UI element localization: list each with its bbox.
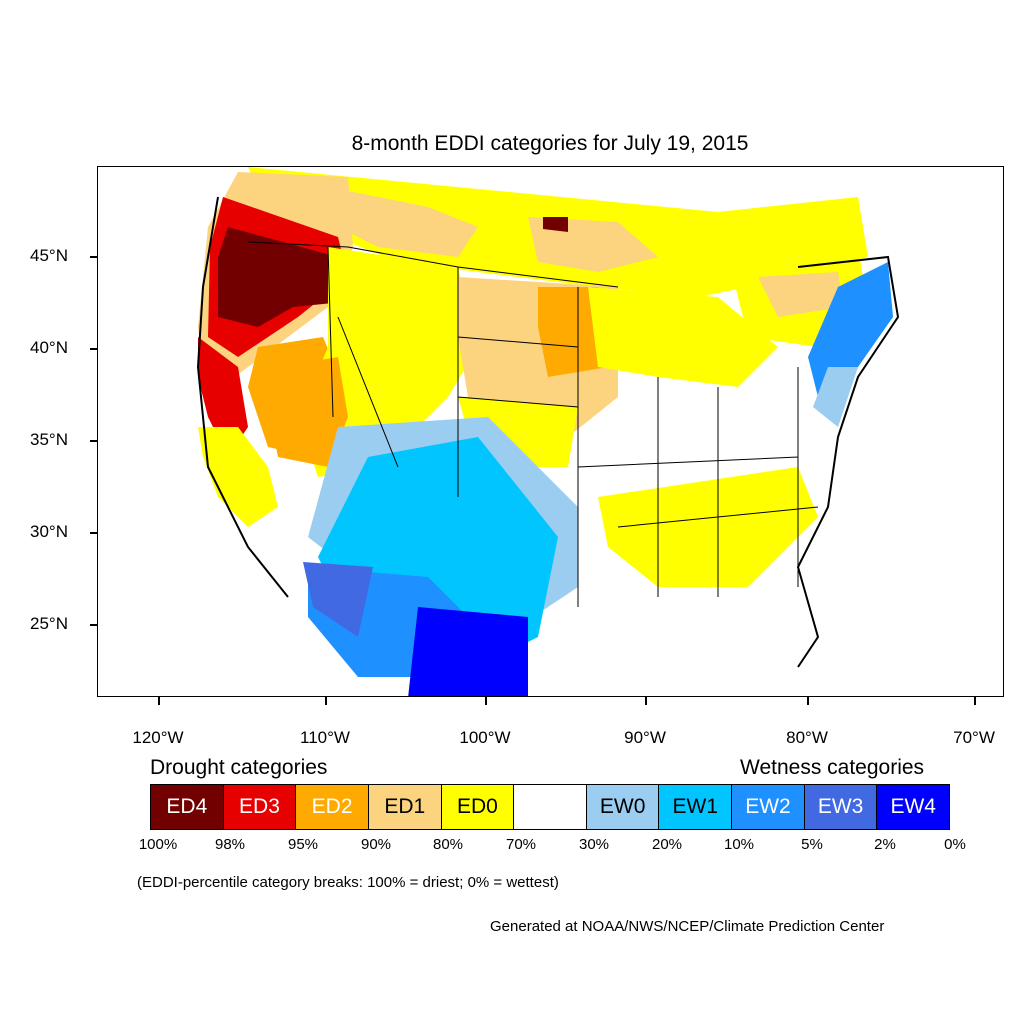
legend-label-ew2: EW2 xyxy=(745,795,791,818)
eddi-map xyxy=(196,167,900,696)
credit-line: Generated at NOAA/NWS/NCEP/Climate Predi… xyxy=(490,918,885,935)
legend-swatch-ed4: ED4 xyxy=(151,785,224,829)
lat-label-45: 45°N xyxy=(30,246,68,265)
pct-break-2: 2% xyxy=(874,836,896,853)
lon-label-90w: 90°W xyxy=(624,728,666,747)
map-title: 8-month EDDI categories for July 19, 201… xyxy=(351,132,749,155)
pct-break-0: 0% xyxy=(944,836,966,853)
legend-label-ew3: EW3 xyxy=(817,795,864,818)
lon-label-80w: 80°W xyxy=(786,728,828,747)
region-lakes-ed0 xyxy=(588,287,778,387)
lat-label-35: 35°N xyxy=(30,430,68,449)
region-ne-ed1 xyxy=(758,272,843,317)
pct-break-98: 98% xyxy=(214,836,246,853)
pct-break-20: 20% xyxy=(651,836,683,853)
map-frame xyxy=(97,166,1004,697)
region-west-ed2 xyxy=(268,357,348,467)
region-plains-ed2 xyxy=(538,287,608,377)
region-north-ed3 xyxy=(543,217,568,232)
lat-label-30: 30°N xyxy=(30,522,68,541)
legend-swatch-neutral xyxy=(514,785,587,829)
lat-tick-45 xyxy=(90,256,98,258)
region-ne-ew0 xyxy=(813,367,858,427)
lon-tick-110w xyxy=(325,697,327,705)
lat-tick-25 xyxy=(90,624,98,626)
legend-bar: ED4 ED3 ED2 ED1 ED0 EW0 EW1 EW2 EW3 EW4 xyxy=(150,784,950,830)
legend-swatch-ew1: EW1 xyxy=(659,785,733,829)
wetness-heading: Wetness categories xyxy=(740,756,925,779)
legend-label-ed4: ED4 xyxy=(166,795,208,818)
pct-break-80: 80% xyxy=(432,836,464,853)
pct-break-100: 100% xyxy=(138,836,178,853)
lon-label-110w: 110°W xyxy=(300,728,350,747)
lat-tick-35 xyxy=(90,440,98,442)
lat-tick-30 xyxy=(90,532,98,534)
lat-label-25: 25°N xyxy=(30,614,68,633)
legend-label-ed2: ED2 xyxy=(311,795,353,818)
lon-tick-80w xyxy=(807,697,809,705)
pct-break-10: 10% xyxy=(723,836,755,853)
lon-tick-100w xyxy=(485,697,487,705)
lon-label-70w: 70°W xyxy=(953,728,995,747)
lon-tick-90w xyxy=(645,697,647,705)
legend-label-ew0: EW0 xyxy=(599,795,646,818)
category-note: (EDDI-percentile category breaks: 100% =… xyxy=(137,874,559,891)
legend-swatch-ed0: ED0 xyxy=(441,785,515,829)
region-se-ed0 xyxy=(598,467,818,587)
region-mex-ew3 xyxy=(303,562,373,637)
lon-label-100w: 100°W xyxy=(459,728,511,747)
lon-label-120w: 120°W xyxy=(132,728,184,747)
lon-tick-70w xyxy=(974,697,976,705)
legend-swatch-ed1: ED1 xyxy=(368,785,442,829)
region-north-ed1 xyxy=(328,187,478,257)
legend-label-ed0: ED0 xyxy=(456,795,498,818)
legend-swatch-ew0: EW0 xyxy=(586,785,660,829)
lat-label-40: 40°N xyxy=(30,338,68,357)
us-border-lines xyxy=(247,241,819,607)
region-ca-ed0 xyxy=(198,427,278,527)
pct-break-30: 30% xyxy=(578,836,610,853)
drought-heading: Drought categories xyxy=(150,756,328,779)
region-ne-ew2 xyxy=(808,262,893,397)
pct-break-90: 90% xyxy=(360,836,392,853)
legend-label-ew4: EW4 xyxy=(890,795,936,818)
legend-swatch-ed3: ED3 xyxy=(223,785,297,829)
region-tx-ew4 xyxy=(408,607,528,696)
legend-label-ed3: ED3 xyxy=(239,795,280,818)
lon-tick-120w xyxy=(158,697,160,705)
pct-break-5: 5% xyxy=(801,836,823,853)
legend-swatch-ed2: ED2 xyxy=(296,785,369,829)
legend-swatch-ew3: EW3 xyxy=(804,785,878,829)
pct-break-95: 95% xyxy=(287,836,319,853)
legend-label-ed1: ED1 xyxy=(384,795,426,818)
coastline xyxy=(196,196,900,668)
legend-swatch-ew2: EW2 xyxy=(732,785,805,829)
legend-swatch-ew4: EW4 xyxy=(877,785,950,829)
legend-label-ew1: EW1 xyxy=(672,795,719,818)
pct-break-70: 70% xyxy=(505,836,537,853)
region-pnw-ed4 xyxy=(218,227,343,327)
lat-tick-40 xyxy=(90,348,98,350)
